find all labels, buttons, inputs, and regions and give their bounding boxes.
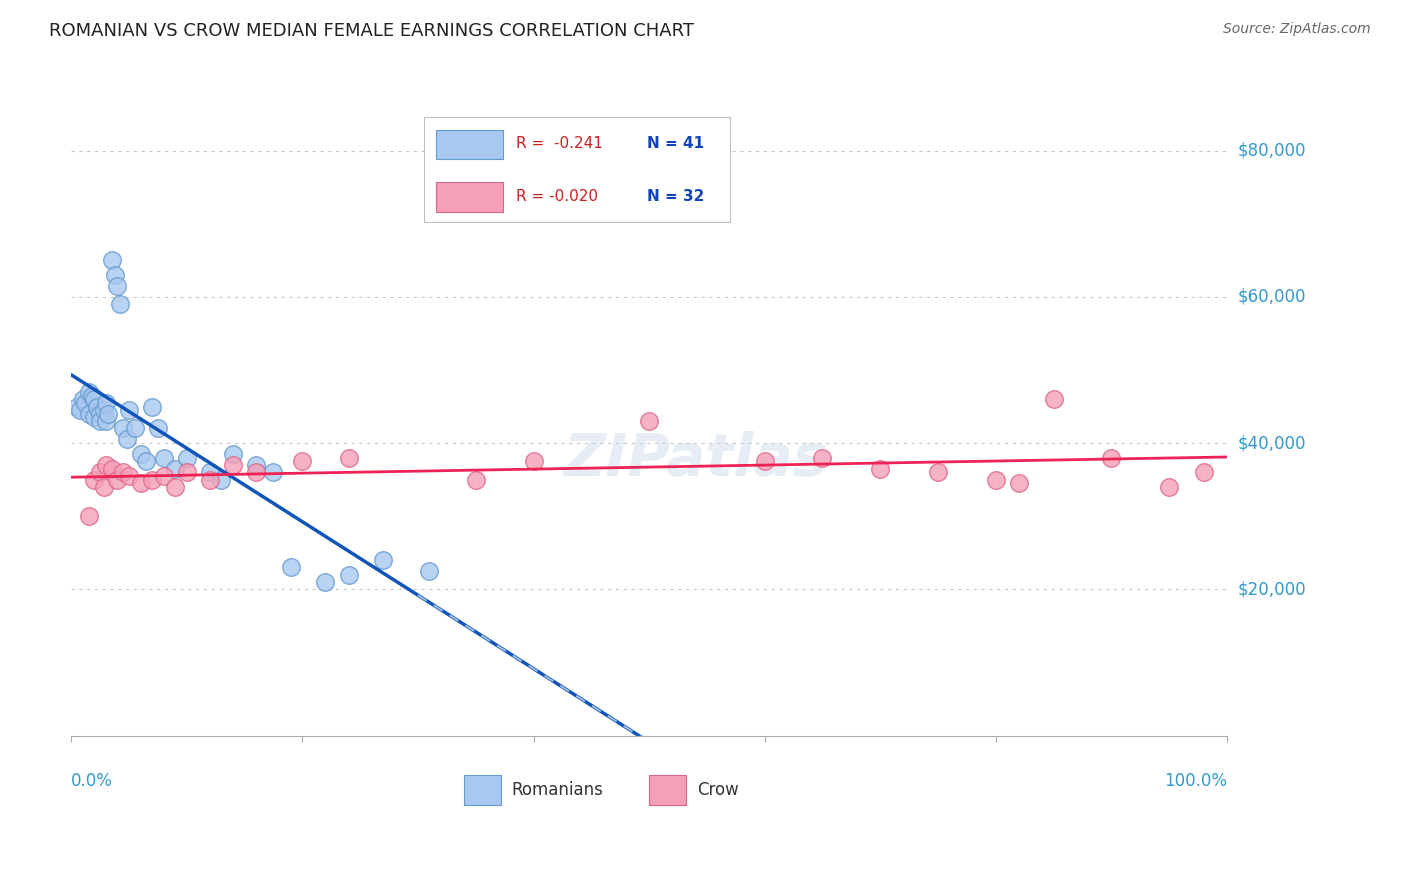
Point (89, 466, 111, 480)
Point (1192, 466, 1215, 480)
Point (337, 567, 360, 582)
Point (1099, 450, 1122, 465)
Point (66, 400, 89, 414)
Point (75, 396, 97, 410)
Text: 100.0%: 100.0% (1164, 772, 1227, 789)
Point (77, 407, 100, 421)
Point (107, 278, 129, 293)
Point (754, 454, 776, 468)
Point (141, 400, 163, 414)
Point (152, 450, 174, 465)
Point (89, 407, 111, 421)
Point (77, 509, 100, 524)
Point (118, 469, 141, 483)
Text: $60,000: $60,000 (1239, 288, 1306, 306)
Point (1042, 392, 1064, 407)
Point (104, 268, 127, 282)
Point (108, 297, 131, 311)
Point (112, 466, 135, 480)
Point (97, 407, 120, 421)
Point (418, 564, 440, 578)
Point (522, 454, 544, 468)
Point (135, 454, 157, 468)
Point (1008, 476, 1031, 491)
Point (152, 469, 174, 483)
Point (94, 458, 117, 472)
Point (176, 466, 198, 480)
Point (83, 410, 105, 425)
Point (93, 480, 115, 494)
Text: Source: ZipAtlas.com: Source: ZipAtlas.com (1223, 22, 1371, 37)
Point (94, 414, 117, 428)
Point (112, 421, 135, 435)
Point (129, 476, 152, 491)
Point (83, 392, 105, 407)
Text: ZIPatlas: ZIPatlas (562, 431, 828, 488)
Point (984, 473, 1007, 487)
Point (107, 473, 129, 487)
Point (165, 480, 187, 494)
Point (245, 458, 267, 472)
Point (176, 450, 198, 465)
Point (337, 450, 360, 465)
Point (263, 466, 285, 480)
Point (198, 466, 221, 480)
Text: $20,000: $20,000 (1239, 581, 1306, 599)
Point (165, 461, 187, 475)
Point (464, 473, 486, 487)
Point (291, 454, 314, 468)
Point (869, 461, 891, 475)
Point (211, 473, 233, 487)
Point (118, 403, 141, 417)
Point (86, 400, 108, 414)
Text: $80,000: $80,000 (1239, 142, 1306, 160)
Point (69, 403, 91, 417)
Point (93, 403, 115, 417)
Point (100, 461, 122, 475)
Point (100, 253, 122, 268)
Point (146, 421, 169, 435)
Point (141, 473, 163, 487)
Point (222, 447, 245, 461)
Text: 0.0%: 0.0% (72, 772, 112, 789)
Point (77, 384, 100, 399)
Text: $40,000: $40,000 (1239, 434, 1306, 452)
Point (80, 388, 103, 402)
Point (115, 433, 138, 447)
Point (811, 450, 834, 465)
Point (198, 473, 221, 487)
Text: ROMANIAN VS CROW MEDIAN FEMALE EARNINGS CORRELATION CHART: ROMANIAN VS CROW MEDIAN FEMALE EARNINGS … (49, 22, 695, 40)
Point (245, 466, 267, 480)
Point (83, 473, 105, 487)
Point (124, 421, 146, 435)
Point (129, 447, 152, 461)
Point (638, 414, 661, 428)
Point (373, 553, 395, 567)
Point (280, 560, 302, 574)
Point (222, 458, 245, 472)
Point (1159, 480, 1181, 494)
Point (314, 574, 336, 589)
Point (72, 392, 94, 407)
Point (94, 396, 117, 410)
Point (89, 414, 111, 428)
Point (927, 466, 949, 480)
